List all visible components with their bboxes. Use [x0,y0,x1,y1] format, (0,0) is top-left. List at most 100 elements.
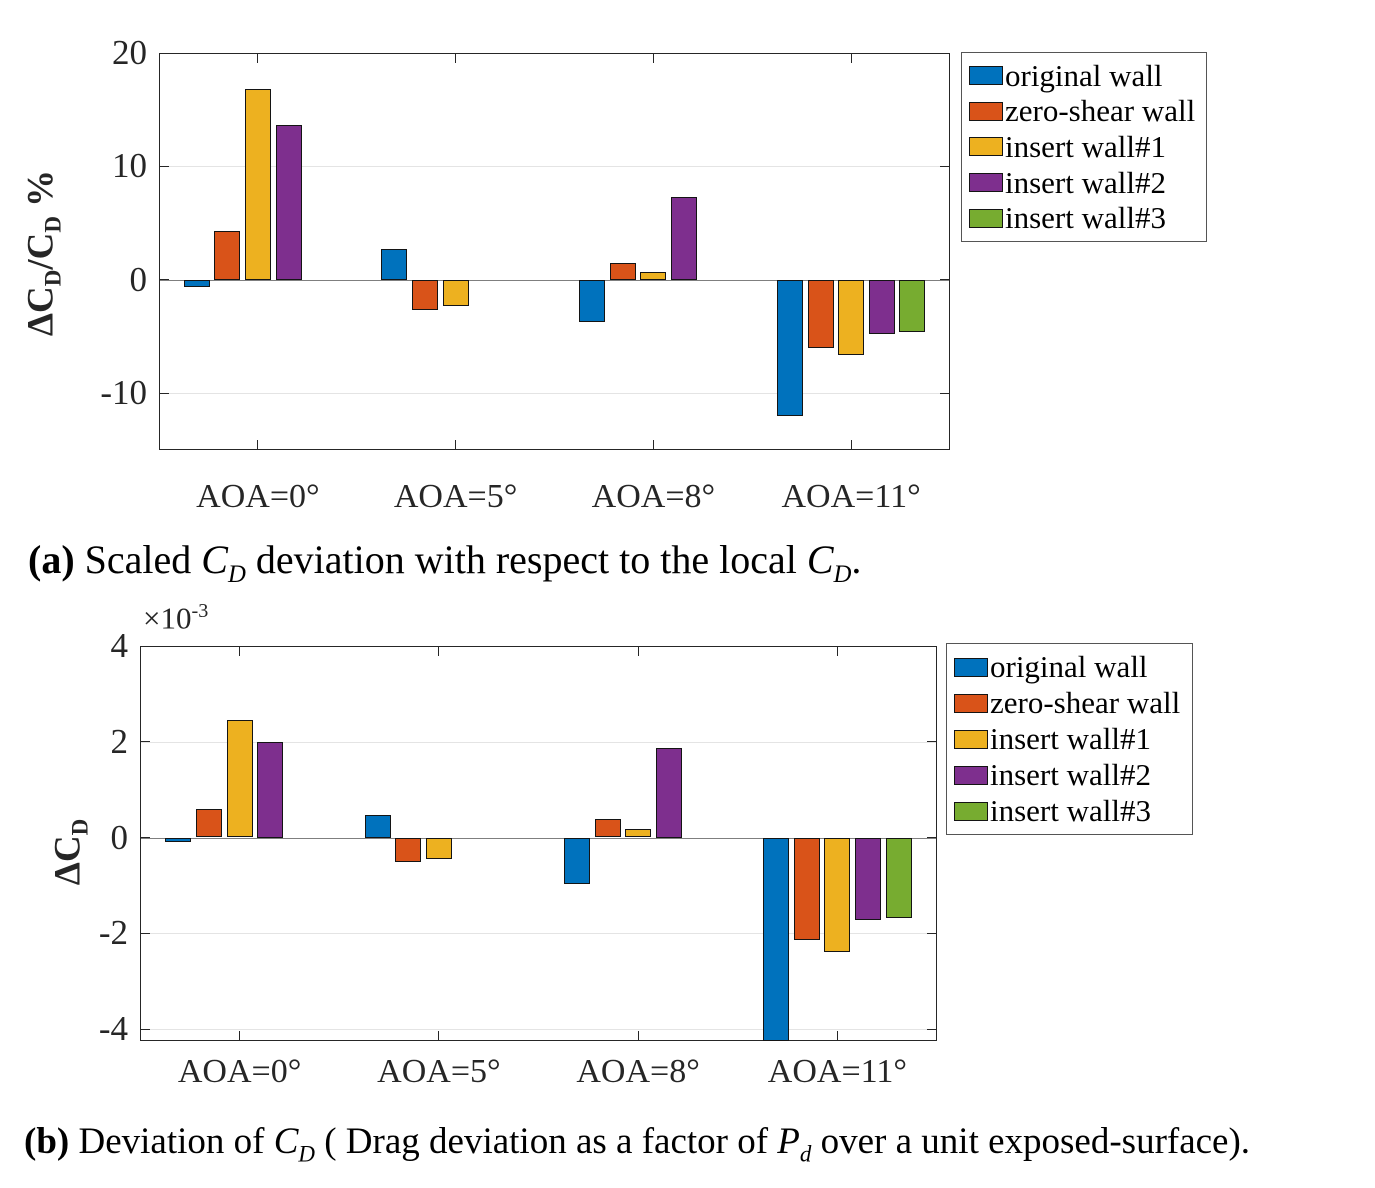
x-tick-label: AOA=0° [196,478,320,515]
legend-item: original wall [969,57,1199,93]
y-axis-label-chart-a: ΔCD/CD % [19,170,66,336]
bar [625,828,652,838]
bar [183,279,210,287]
y-tick-label: 4 [110,626,129,665]
legend-swatch [969,66,1003,86]
y-tick-label: 10 [112,146,147,186]
bar [824,837,851,953]
x-tick-label: AOA=11° [767,1053,907,1090]
legend: original wall zero-shear wall insert wall#… [946,643,1193,835]
bar [640,271,667,280]
caption-text: Scaled [74,537,202,582]
zero-baseline [141,837,936,839]
caption-chart-a: (a) Scaled CD deviation with respect to … [28,536,861,589]
y-tick [940,52,949,54]
y-tick [160,392,169,394]
y-tick [927,741,936,743]
legend-swatch [954,801,988,821]
y-tick [940,279,949,281]
y-tick [141,1028,150,1030]
bar [226,720,253,838]
x-tick [652,54,654,63]
x-tick [438,1031,440,1040]
bar [776,279,803,416]
exponent-power: -3 [191,600,209,622]
bar [885,837,912,918]
x-tick-label: AOA=11° [781,478,921,515]
y-tick [141,741,150,743]
bar [793,837,820,941]
y-tick-label: -2 [98,913,128,953]
x-tick [239,1031,241,1040]
legend-swatch [969,173,1003,193]
legend-label: insert wall#1 [1005,128,1166,164]
zero-baseline [160,279,949,281]
x-tick [257,54,259,63]
legend-item: insert wall#2 [969,165,1199,200]
bar [763,837,790,1041]
legend-label: insert wall#3 [990,793,1151,828]
x-tick [239,647,241,656]
legend-label: insert wall#1 [990,721,1151,756]
bar [655,748,682,838]
legend-item: insert wall#2 [954,758,1185,792]
legend-item: zero-shear wall [954,686,1185,720]
bar [412,279,438,311]
bar [855,837,881,920]
x-tick [850,54,852,63]
legend-swatch [969,208,1003,228]
y-tick [927,837,936,838]
bar [563,837,590,884]
bar [899,279,926,333]
gridline [141,1029,936,1030]
y-tick-label: 0 [129,259,148,299]
legend-label: zero-shear wall [1005,93,1196,129]
ylabel-subscript: D [40,216,66,233]
y-axis-exponent-label: ×10-3 [143,600,208,636]
caption-tag: (a) [28,537,75,582]
y-tick [940,165,949,167]
bar [579,279,606,322]
y-tick-label: 0 [110,817,129,857]
y-tick-label: 20 [112,33,147,72]
y-tick [927,932,936,934]
y-tick [141,837,150,838]
y-tick [141,932,150,934]
x-tick [652,440,654,449]
bar [275,124,302,280]
legend-label: insert wall#2 [990,757,1151,792]
y-tick [927,645,936,647]
legend-item: zero-shear wall [969,94,1199,128]
caption-subscript: D [298,1141,315,1167]
legend-swatch [954,693,988,713]
bar [868,279,895,335]
caption-chart-b: (b) Deviation of CD ( Drag deviation as … [24,1120,1250,1167]
gridline [160,393,949,395]
bar [165,837,192,843]
caption-subscript: D [227,561,246,588]
gridline [141,741,936,743]
bar [395,837,422,863]
x-tick [836,647,838,656]
gridline [141,933,936,935]
x-tick [438,647,440,656]
y-tick [927,1028,936,1030]
x-tick [455,54,457,63]
legend-label: original wall [1005,57,1163,93]
caption-subscript: d [799,1141,812,1167]
legend-swatch [954,657,988,677]
x-tick-label: AOA=5° [377,1053,501,1090]
bar [257,741,284,838]
legend-label: original wall [990,649,1148,684]
x-tick-label: AOA=0° [177,1053,302,1090]
legend-swatch [969,137,1003,157]
caption-symbol: P [777,1121,800,1162]
bar [364,814,391,838]
legend-swatch [969,101,1003,121]
exponent-base: ×10 [143,600,192,636]
y-tick [160,279,169,281]
legend-label: zero-shear wall [990,685,1181,720]
y-tick [940,392,949,394]
bar [425,837,452,859]
